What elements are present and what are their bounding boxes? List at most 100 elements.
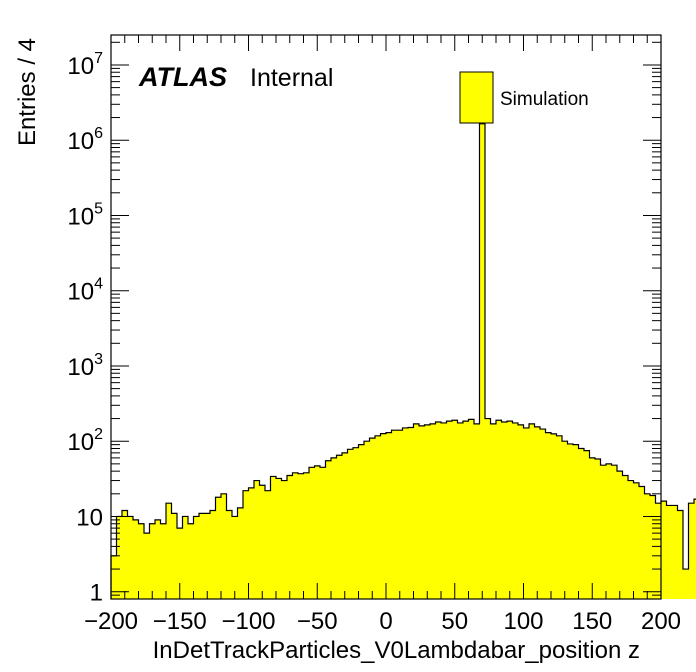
histogram-bar [622, 475, 628, 599]
histogram-bar [540, 429, 546, 599]
histogram-bar [446, 421, 452, 599]
histogram-bar [215, 497, 221, 599]
histogram-bar [606, 463, 612, 599]
histogram-bars [110, 123, 696, 599]
histogram-bar [243, 490, 249, 599]
histogram-bar [688, 503, 694, 599]
histogram-bar [182, 516, 188, 599]
histogram-bar [358, 444, 364, 599]
histogram-bar [650, 495, 656, 599]
histogram-bar [144, 533, 150, 599]
histogram-bar [496, 420, 502, 599]
histogram-bar [248, 487, 254, 599]
x-tick-label: 200 [641, 608, 681, 635]
y-tick-label: 105 [67, 200, 103, 230]
histogram-outline [110, 123, 696, 599]
histogram-bar [111, 555, 117, 599]
histogram-bar [303, 472, 309, 599]
histogram-bar [254, 480, 260, 599]
x-tick-label: −100 [221, 608, 275, 635]
histogram-bar [133, 519, 139, 599]
histogram-bar [567, 443, 573, 599]
x-tick-label: 100 [503, 608, 543, 635]
y-tick-label: 1 [90, 580, 103, 607]
histogram-bar [485, 418, 491, 599]
histogram-bar [160, 523, 166, 599]
histogram-bar [281, 480, 287, 599]
histogram-bar [188, 523, 194, 599]
histogram-bar [474, 423, 480, 599]
histogram-bar [171, 513, 177, 599]
histogram-bar [276, 478, 282, 599]
histogram-bar [347, 449, 353, 599]
histogram-bar [452, 420, 458, 599]
histogram-bar [259, 485, 265, 599]
x-tick-labels: −200 −150 −100 −50 0 50 100 150 200 [84, 608, 681, 635]
histogram-bar [435, 421, 441, 599]
histogram-bar [578, 448, 584, 599]
histogram-bar [364, 441, 370, 599]
y-tick-label: 102 [67, 426, 103, 456]
histogram-bar [380, 433, 386, 599]
histogram-bar [545, 432, 551, 599]
atlas-label-bold: ATLAS [138, 62, 227, 92]
histogram-bar [644, 493, 650, 599]
y-tick-labels: 1 10 102 103 104 105 106 107 [67, 50, 103, 607]
histogram-bar [518, 424, 524, 599]
histogram-bar [479, 123, 485, 599]
histogram-bar [523, 427, 529, 599]
histogram-bar [155, 519, 161, 599]
histogram-bar [457, 422, 463, 599]
histogram-bar [661, 501, 667, 599]
legend-label: Simulation [500, 89, 589, 110]
y-tick-label: 10 [76, 504, 103, 531]
histogram-bar [232, 516, 238, 599]
histogram-bar [138, 523, 144, 599]
histogram-bar [633, 482, 639, 599]
histogram-bar [573, 444, 579, 599]
histogram-bar [298, 473, 304, 599]
histogram-bar [628, 480, 634, 599]
histogram-bar [166, 503, 172, 599]
histogram-bar [391, 430, 397, 599]
histogram-bar [292, 472, 298, 599]
histogram-bar [468, 419, 474, 599]
histogram-bar [336, 455, 342, 599]
histogram-bar [501, 421, 507, 599]
histogram-bar [210, 510, 216, 599]
histogram-bar [408, 427, 414, 599]
histogram-bar [270, 476, 276, 599]
histogram-bar [204, 513, 210, 599]
histogram-bar [584, 450, 590, 599]
histogram-bar [512, 422, 518, 599]
histogram-bar [507, 421, 513, 599]
histogram-bar [589, 457, 595, 599]
histogram-bar [226, 510, 232, 599]
histogram-bar [694, 499, 696, 599]
histogram-bar [199, 513, 205, 599]
histogram-bar [683, 569, 689, 599]
histogram-bar [463, 421, 469, 599]
y-tick-label: 106 [67, 125, 103, 155]
histogram-bar [369, 438, 375, 599]
histogram-bar [655, 503, 661, 599]
legend-swatch [459, 71, 494, 124]
x-tick-label: 150 [572, 608, 612, 635]
histogram-bar [413, 423, 419, 599]
histogram-bar [397, 430, 403, 599]
histogram-bar [375, 435, 381, 599]
histogram-bar [386, 432, 392, 599]
histogram-bar [402, 427, 408, 599]
y-tick-label: 103 [67, 351, 103, 381]
x-tick-label: −50 [297, 608, 338, 635]
histogram-bar [309, 467, 315, 599]
histogram-bar [325, 460, 331, 599]
histogram-bar [127, 516, 133, 599]
histogram-bar [441, 422, 447, 599]
histogram-bar [122, 510, 128, 599]
y-tick-label: 107 [67, 50, 103, 80]
x-tick-label: −200 [84, 608, 138, 635]
x-tick-label: 0 [379, 608, 392, 635]
histogram-bar [677, 510, 683, 599]
histogram-bar [221, 493, 227, 599]
